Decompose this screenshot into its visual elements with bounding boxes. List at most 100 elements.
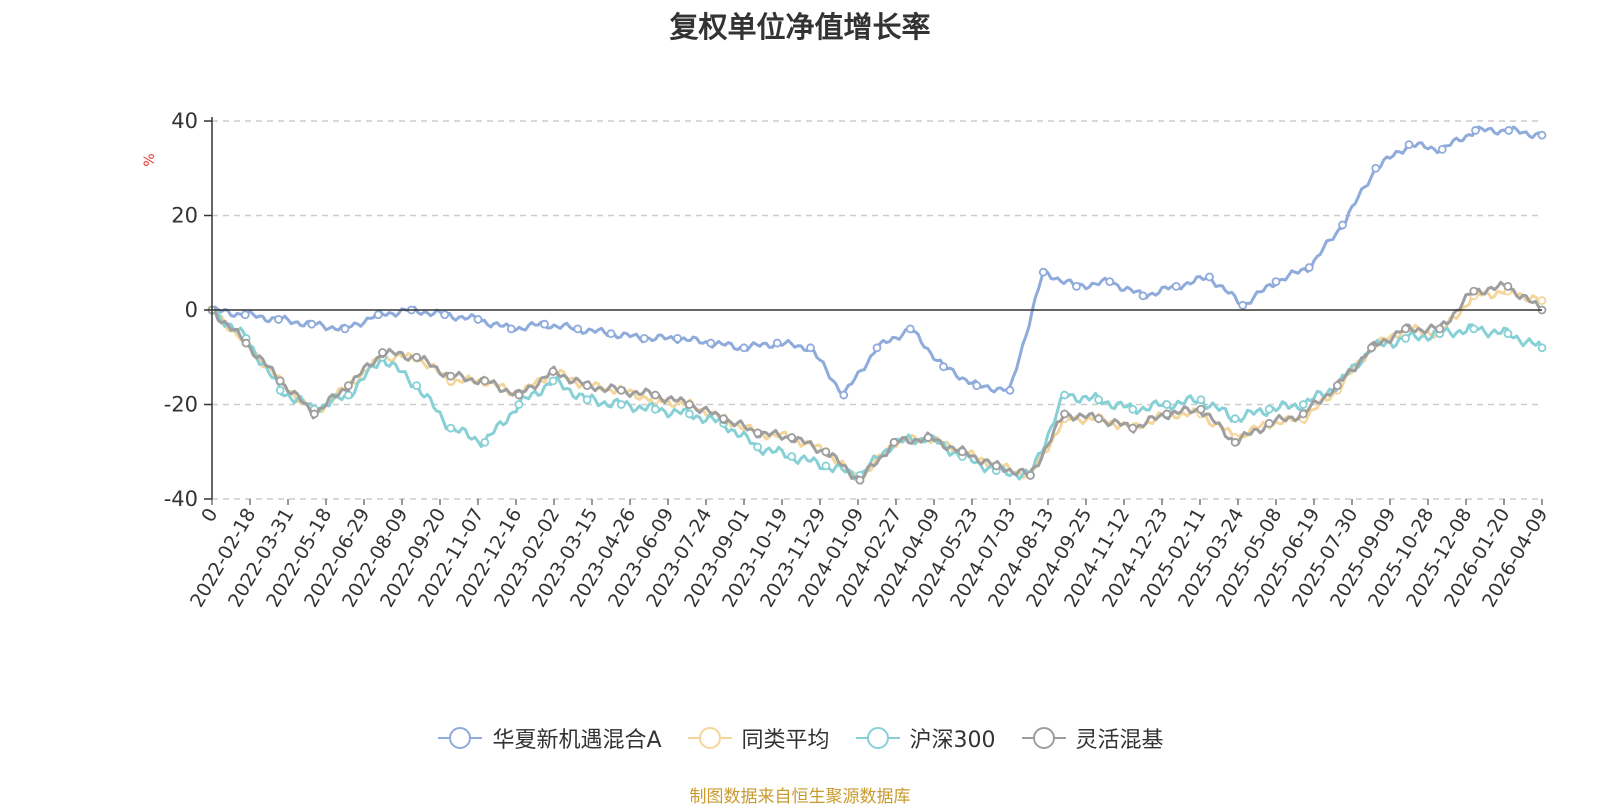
data-point — [480, 376, 490, 386]
legend-label: 华夏新机遇混合A — [492, 728, 662, 753]
data-point — [991, 461, 1001, 471]
data-point — [1338, 220, 1347, 230]
data-point — [480, 437, 490, 447]
legend-item[interactable]: 同类平均 — [686, 722, 830, 754]
data-point — [241, 338, 251, 348]
data-point — [1435, 324, 1445, 334]
data-point — [548, 367, 558, 376]
data-point — [753, 428, 763, 438]
x-tick-label: 0 — [197, 505, 222, 526]
data-point — [1469, 286, 1479, 296]
data-point — [573, 324, 583, 334]
data-point — [1537, 343, 1547, 353]
data-point — [240, 310, 250, 320]
legend-marker-icon — [687, 727, 732, 749]
data-point — [685, 400, 694, 409]
data-point — [1094, 414, 1104, 424]
data-point — [1401, 333, 1410, 343]
data-point — [1264, 404, 1274, 414]
data-point — [1171, 281, 1181, 291]
data-point — [1005, 385, 1015, 395]
data-point — [1371, 163, 1381, 173]
data-point — [1230, 414, 1240, 424]
data-point — [972, 381, 982, 391]
data-point — [753, 442, 763, 452]
data-point — [309, 409, 319, 419]
series-line — [211, 308, 1544, 481]
data-point — [446, 371, 456, 381]
y-tick-label: -40 — [164, 487, 198, 511]
data-point — [905, 324, 915, 334]
data-point — [582, 381, 592, 391]
data-point — [446, 423, 456, 433]
data-point — [606, 329, 616, 339]
data-point — [1128, 404, 1138, 414]
data-point — [1471, 126, 1480, 135]
data-point — [1537, 296, 1547, 305]
y-tick-label: 40 — [171, 109, 198, 133]
data-point — [1298, 409, 1308, 419]
data-point — [1060, 390, 1069, 400]
data-point — [1437, 144, 1447, 154]
data-point — [340, 324, 350, 334]
data-point — [889, 437, 899, 447]
data-point — [1162, 400, 1172, 409]
data-point — [1138, 291, 1148, 301]
data-point — [1404, 140, 1414, 150]
data-point — [639, 333, 649, 343]
data-point — [806, 343, 815, 353]
data-point — [275, 376, 285, 386]
data-point — [673, 333, 682, 343]
data-point — [440, 310, 450, 320]
data-point — [548, 376, 558, 386]
data-point — [1205, 272, 1214, 282]
legend-label: 沪深300 — [909, 728, 996, 753]
legend-item[interactable]: 华夏新机遇混合A — [436, 722, 662, 754]
data-point — [1128, 423, 1138, 433]
legend-item[interactable]: 灵活混基 — [1020, 722, 1164, 754]
data-point — [344, 381, 353, 391]
legend-item[interactable]: 沪深300 — [854, 722, 996, 754]
data-point — [506, 324, 516, 334]
data-point — [685, 409, 694, 419]
data-point — [855, 475, 865, 485]
data-point — [1304, 263, 1314, 272]
data-point — [582, 395, 592, 405]
data-point — [275, 385, 285, 395]
data-point — [787, 452, 797, 461]
data-point — [616, 400, 626, 409]
data-point — [650, 390, 660, 400]
data-point — [1264, 418, 1274, 428]
data-point — [1238, 300, 1248, 310]
data-point — [1094, 395, 1104, 405]
data-point — [1196, 404, 1206, 414]
data-point — [412, 381, 422, 391]
data-point — [274, 315, 283, 324]
data-point — [719, 414, 728, 424]
data-point — [412, 352, 422, 362]
data-point — [1504, 126, 1514, 135]
data-point — [1271, 277, 1281, 287]
data-point — [772, 338, 782, 348]
y-tick-label: 0 — [185, 298, 198, 322]
data-point — [1503, 329, 1513, 339]
source-note: 制图数据来自恒生聚源数据库 — [689, 787, 911, 807]
data-point — [473, 315, 483, 324]
y-axis-label: % — [142, 153, 158, 166]
data-point — [1060, 409, 1069, 419]
data-point — [1469, 324, 1479, 334]
data-point — [821, 447, 831, 457]
legend-marker-icon — [438, 727, 483, 749]
data-point — [1367, 343, 1376, 353]
y-tick-label: 20 — [171, 204, 198, 228]
data-point — [1026, 470, 1035, 480]
legend: 华夏新机遇混合A 同类平均 沪深300 灵活混基 — [0, 722, 1600, 757]
legend-marker-icon — [855, 727, 900, 749]
data-point — [923, 433, 933, 442]
data-point — [1230, 437, 1240, 447]
data-point — [939, 362, 948, 372]
data-point — [650, 404, 660, 414]
data-point — [616, 385, 626, 395]
data-point — [957, 447, 967, 457]
